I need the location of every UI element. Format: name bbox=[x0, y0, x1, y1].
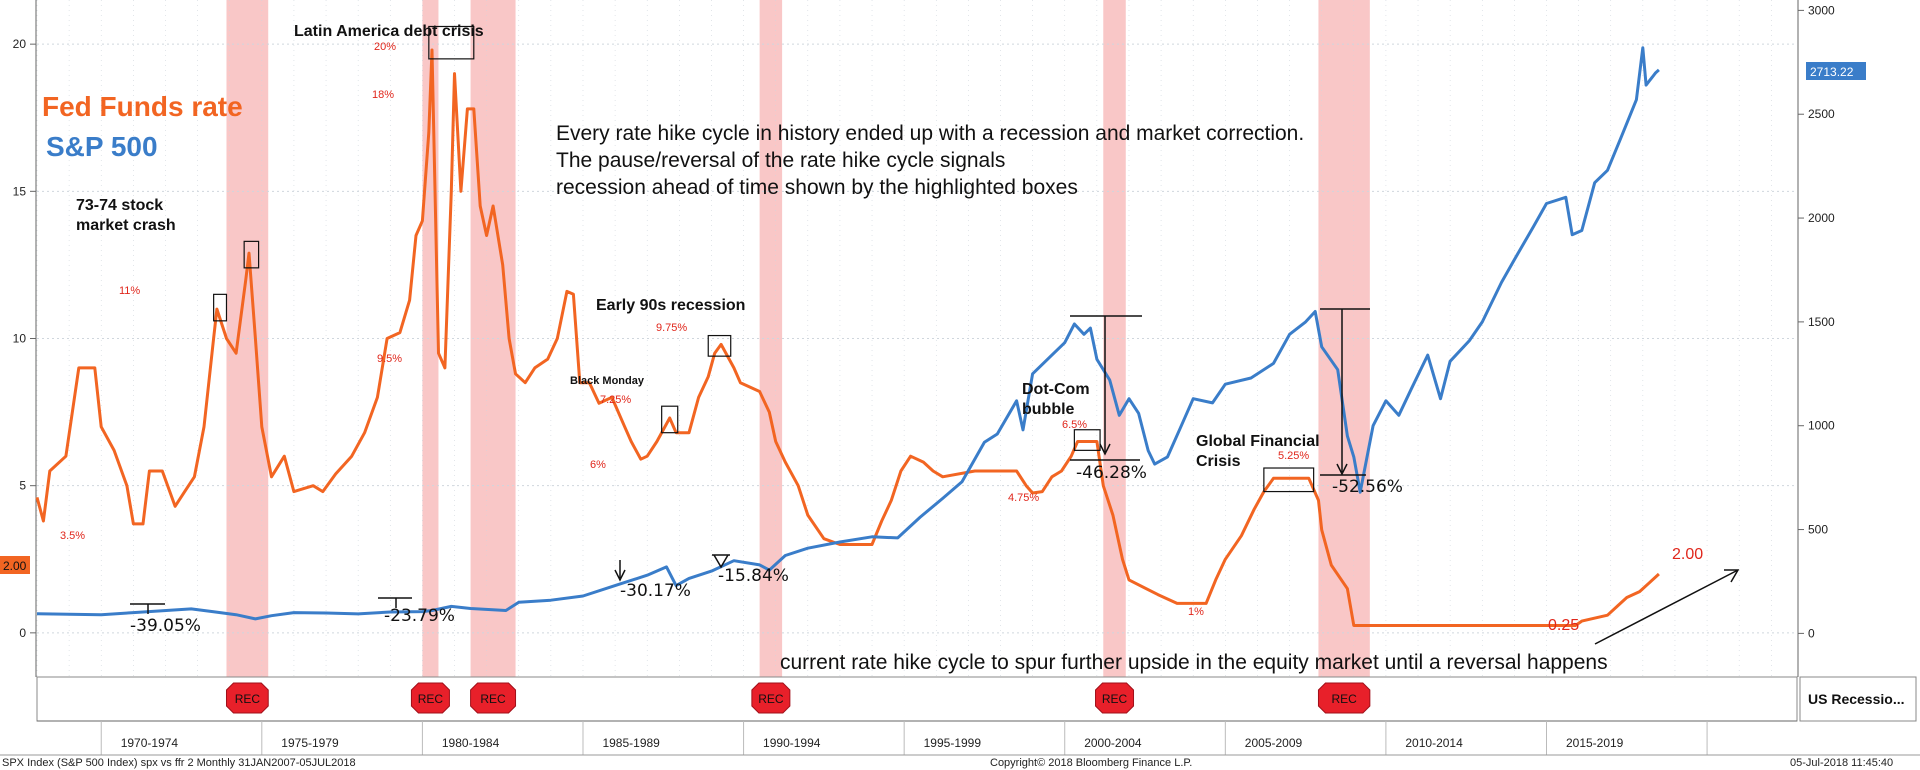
ffr-value-tag-text: 2.00 bbox=[3, 559, 27, 573]
status-center: Copyright© 2018 Bloomberg Finance L.P. bbox=[990, 757, 1192, 769]
right-tick-label: 500 bbox=[1808, 523, 1828, 537]
rate-label: 9.75% bbox=[656, 322, 687, 334]
legend-sp500: S&P 500 bbox=[46, 131, 158, 162]
highlight-box bbox=[428, 25, 475, 60]
drawdown-label: -23.79% bbox=[384, 606, 455, 626]
highlight-box bbox=[661, 405, 679, 434]
highlight-box bbox=[1073, 429, 1101, 451]
rate-label: 4.75% bbox=[1008, 492, 1039, 504]
grid-lines bbox=[36, 0, 1797, 677]
annotation-gfc-line2: Crisis bbox=[1196, 453, 1241, 470]
drawdown-arrows bbox=[130, 308, 1740, 645]
rec-badge bbox=[410, 682, 450, 714]
fed-funds-line bbox=[35, 48, 1660, 627]
rate-label: 3.5% bbox=[60, 530, 85, 542]
highlight-box bbox=[707, 334, 732, 357]
status-right: 05-Jul-2018 11:45:40 bbox=[1790, 757, 1893, 769]
right-tick-label: 1500 bbox=[1808, 315, 1835, 329]
annotation-black-monday: Black Monday bbox=[570, 375, 645, 387]
right-tick-label: 2500 bbox=[1808, 107, 1835, 121]
x-tick-label: 2010-2014 bbox=[1405, 736, 1463, 750]
left-tick-label: 10 bbox=[13, 332, 27, 346]
headline-line-2: The pause/reversal of the rate hike cycl… bbox=[556, 149, 1005, 172]
recession-band bbox=[1103, 0, 1126, 677]
left-tick-label: 15 bbox=[13, 184, 27, 198]
rate-label: 2.00 bbox=[1672, 546, 1703, 563]
x-tick-label: 2015-2019 bbox=[1566, 736, 1624, 750]
rec-badge-label: REC bbox=[758, 692, 784, 706]
rec-badge bbox=[225, 682, 269, 714]
rate-label: 5.25% bbox=[1278, 450, 1309, 462]
x-tick-label: 2005-2009 bbox=[1245, 736, 1303, 750]
x-tick-label: 1990-1994 bbox=[763, 736, 821, 750]
rec-badge bbox=[470, 682, 517, 714]
rate-label: 9.5% bbox=[377, 353, 402, 365]
x-tick-label: 1970-1974 bbox=[121, 736, 179, 750]
left-axis: 0 5 10 15 20 bbox=[13, 0, 37, 677]
highlight-boxes bbox=[213, 25, 1315, 493]
annotation-latam: Latin America debt crisis bbox=[294, 23, 484, 40]
drawdown-label: -15.84% bbox=[718, 566, 789, 586]
left-tick-label: 20 bbox=[13, 37, 27, 51]
drawdown-label: -46.28% bbox=[1076, 463, 1147, 483]
right-tick-label: 3000 bbox=[1808, 3, 1835, 17]
series-lines bbox=[35, 46, 1660, 627]
left-tick-label: 5 bbox=[19, 479, 26, 493]
x-tick-label: 2000-2004 bbox=[1084, 736, 1142, 750]
highlight-box bbox=[1263, 467, 1315, 493]
rate-label: 1% bbox=[1188, 606, 1204, 618]
drawdown-label: -30.17% bbox=[620, 581, 691, 601]
rec-badge-label: REC bbox=[235, 692, 261, 706]
annotation-73-74-line2: market crash bbox=[76, 217, 176, 234]
annotation-gfc-line1: Global Financial bbox=[1196, 433, 1320, 450]
rec-badge-label: REC bbox=[1102, 692, 1128, 706]
right-tick-label: 2000 bbox=[1808, 211, 1835, 225]
recession-panel bbox=[36, 676, 1798, 722]
x-axis: 1970-1974 1975-1979 1980-1984 1985-1989 1990… bbox=[0, 720, 1920, 756]
x-tick-label: 1975-1979 bbox=[281, 736, 339, 750]
rec-badge-label: REC bbox=[418, 692, 444, 706]
headline-line-3: recession ahead of time shown by the hig… bbox=[556, 176, 1078, 199]
rate-label: 11% bbox=[119, 285, 140, 297]
annotation-early-90s: Early 90s recession bbox=[596, 297, 745, 314]
annotation-dotcom-line1: Dot-Com bbox=[1022, 381, 1090, 398]
x-tick-label: 1995-1999 bbox=[924, 736, 982, 750]
status-left: SPX Index (S&P 500 Index) spx vs ffr 2 M… bbox=[2, 757, 356, 769]
rate-label: 7.25% bbox=[600, 394, 631, 406]
legend-fed-funds: Fed Funds rate bbox=[42, 91, 243, 122]
rate-label: 20% bbox=[374, 41, 396, 53]
drawdown-label: -39.05% bbox=[130, 616, 201, 636]
rate-label: 6% bbox=[590, 459, 606, 471]
recession-panel-label-box bbox=[1799, 676, 1917, 722]
sp500-line bbox=[36, 46, 1660, 621]
spx-value-tag-text: 2713.22 bbox=[1810, 65, 1854, 79]
right-tick-label: 1000 bbox=[1808, 419, 1835, 433]
annotation-dotcom-line2: bubble bbox=[1022, 401, 1075, 418]
right-tick-label: 0 bbox=[1808, 626, 1815, 640]
footer-note: current rate hike cycle to spur further … bbox=[780, 651, 1608, 674]
rec-badge bbox=[1095, 682, 1135, 714]
ffr-value-tag bbox=[0, 556, 30, 574]
x-tick-label: 1980-1984 bbox=[442, 736, 500, 750]
rate-label: 6.5% bbox=[1062, 419, 1087, 431]
left-tick-label: 0 bbox=[19, 626, 26, 640]
right-axis: 0 500 1000 1500 2000 2500 3000 bbox=[1797, 0, 1835, 677]
spx-value-tag bbox=[1806, 62, 1866, 80]
rec-badge bbox=[1317, 682, 1371, 714]
rec-badge-label: REC bbox=[480, 692, 506, 706]
rate-label: 0.25 bbox=[1548, 617, 1579, 634]
annotation-73-74-line1: 73-74 stock bbox=[76, 197, 163, 214]
rate-label: 18% bbox=[372, 89, 394, 101]
recession-panel-content: REC REC REC REC REC REC bbox=[225, 682, 1371, 714]
rec-badge-label: REC bbox=[1331, 692, 1357, 706]
recession-panel-label: US Recessio... bbox=[1808, 691, 1905, 707]
highlight-box bbox=[243, 240, 260, 269]
x-tick-label: 1985-1989 bbox=[602, 736, 660, 750]
highlight-box bbox=[213, 293, 228, 322]
recession-band bbox=[759, 0, 783, 677]
drawdown-label: -52.56% bbox=[1332, 477, 1403, 497]
headline-line-1: Every rate hike cycle in history ended u… bbox=[556, 122, 1304, 145]
rec-badge bbox=[751, 682, 791, 714]
